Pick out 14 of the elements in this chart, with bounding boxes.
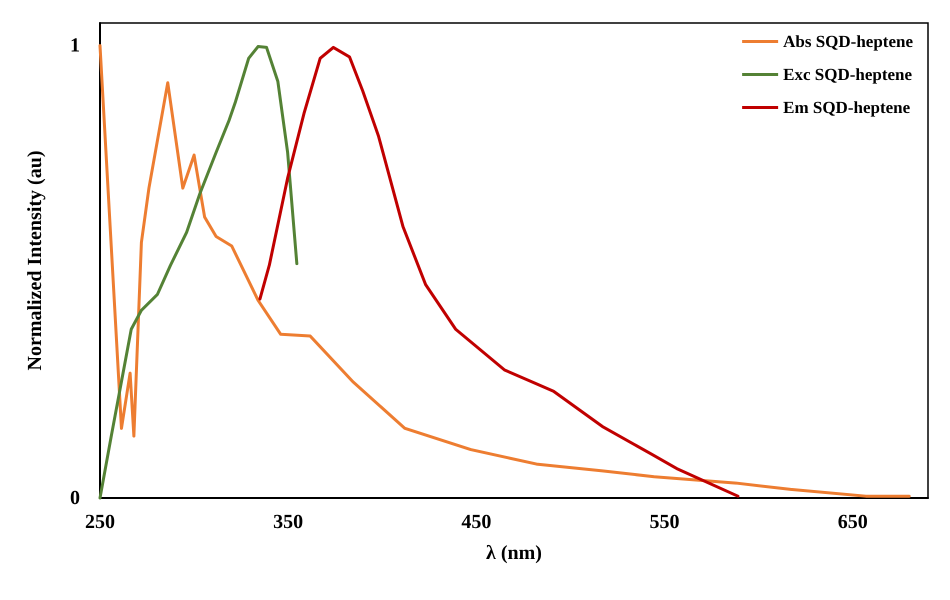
x-axis-title: λ (nm): [486, 542, 542, 564]
legend-label: Abs SQD-heptene: [783, 32, 914, 51]
line-series: [98, 45, 298, 500]
x-tick-label: 250: [85, 511, 115, 533]
legend-label: Exc SQD-heptene: [783, 65, 912, 84]
y-axis-title: Normalized Intensity (au): [24, 150, 46, 370]
x-tick-label: 650: [838, 511, 868, 533]
legend-label: Em SQD-heptene: [783, 98, 911, 117]
y-tick-label: 1: [70, 34, 80, 57]
x-tick-label: 550: [650, 511, 680, 533]
x-tick-label: 450: [461, 511, 492, 533]
line-series: [258, 46, 740, 498]
y-tick-label: 0: [70, 487, 80, 509]
x-tick-label: 350: [273, 511, 304, 533]
